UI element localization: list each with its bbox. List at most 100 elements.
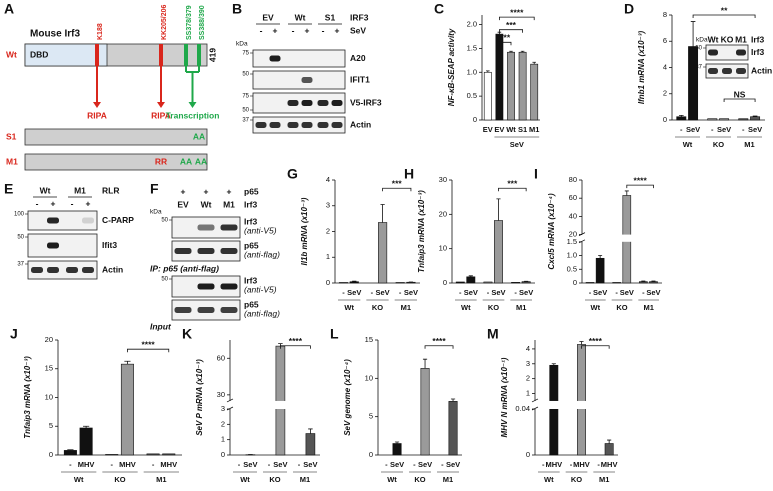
x-tick-label: - [487, 288, 490, 297]
y-tick-label: 0 [326, 278, 330, 287]
error-bar [532, 61, 536, 65]
significance-bracket [692, 14, 756, 18]
bar [639, 281, 648, 284]
error-bar [624, 190, 629, 196]
row-note: (anti-V5) [244, 284, 277, 294]
panel-letter: A [4, 1, 14, 17]
block-label: IP: p65 (anti-flag) [150, 263, 219, 273]
significance-bracket [499, 41, 512, 46]
group-label: KO [114, 475, 125, 484]
y-tick-label: 0.5 [567, 264, 577, 273]
blot-band [220, 307, 238, 313]
function-label: RIPA [151, 110, 171, 120]
bar [120, 363, 134, 456]
kda-marker: 50 [242, 108, 249, 114]
blot-band [47, 242, 59, 249]
row-note: (anti-flag) [244, 308, 280, 318]
treatment-label: + [227, 186, 232, 196]
x-tick-label: - [413, 460, 416, 469]
x-tick-label: - [742, 125, 745, 134]
significance-label: **** [589, 336, 603, 346]
blot-band [301, 100, 313, 106]
y-tick-label: 4 [326, 175, 330, 184]
group-label: KO [616, 303, 627, 312]
blot-band [269, 122, 281, 128]
blot-band [66, 267, 78, 273]
function-label: RIPA [87, 110, 107, 120]
x-tick-label: SeV [748, 125, 762, 134]
significance-bracket [723, 98, 756, 102]
error-bar [651, 280, 656, 282]
y-tick-label: 60 [569, 193, 577, 202]
bar [719, 118, 730, 121]
significance-bracket [499, 16, 535, 21]
panel-letter: D [624, 1, 634, 17]
y-tick-label: 8 [663, 10, 667, 19]
blot-band [269, 55, 281, 62]
treatment-label: - [260, 25, 263, 35]
row-label: Irf3 [244, 275, 258, 285]
panel-letter: G [287, 166, 298, 182]
blot-band [287, 122, 299, 128]
kda-marker: 50 [161, 277, 168, 283]
group-label: M1 [300, 475, 310, 484]
x-tick-label: MHV [119, 460, 136, 469]
x-tick-label: - [514, 288, 517, 297]
treatment-label: - [36, 198, 39, 208]
blot-band [82, 267, 94, 273]
group-label: Wt [74, 475, 84, 484]
y-tick-label: 60 [217, 353, 225, 362]
bar [395, 282, 405, 284]
treatment-label: + [51, 198, 56, 208]
kda-marker: 100 [14, 212, 25, 218]
dbd-domain [24, 43, 108, 67]
blot-band [174, 248, 192, 254]
mutation-label: AA [195, 156, 207, 166]
y-tick-label: 1 [526, 389, 530, 398]
error-bar [380, 204, 385, 223]
significance-bracket [382, 187, 412, 192]
kda-marker: 50 [695, 46, 702, 52]
y-tick-label: 10 [365, 373, 373, 382]
lane-title: Irf3 [751, 34, 765, 44]
significance-label: **** [289, 336, 303, 346]
bar [750, 116, 761, 121]
significance-label: *** [506, 20, 517, 30]
y-tick-label: 15 [365, 335, 373, 344]
error-bar [579, 341, 584, 345]
bar [495, 33, 504, 121]
y-tick-label: 10 [45, 392, 53, 401]
y-axis-label: SeV genome (x10⁻⁴) [343, 359, 352, 436]
significance-label: *** [507, 178, 518, 188]
error-bar [752, 115, 758, 117]
blot-band [317, 122, 329, 128]
bar [649, 281, 658, 284]
site-label: KK205/206 [161, 4, 168, 40]
y-axis-label: Ifnb1 mRNA (x10⁻³) [637, 31, 646, 105]
panel-letter: H [404, 166, 414, 182]
bar [518, 51, 527, 121]
blot-band [708, 49, 718, 56]
rule [531, 398, 539, 403]
y-tick-label: 10 [439, 244, 447, 253]
y-tick-label: 5 [49, 421, 53, 430]
row-label: p65 [244, 240, 259, 250]
row-label: IFIT1 [350, 74, 370, 84]
group-label: KO [372, 303, 383, 312]
x-tick-label: SeV [418, 460, 432, 469]
significance-bracket [498, 187, 527, 192]
y-tick-label: 2 [663, 89, 667, 98]
y-tick-label: 80 [569, 175, 577, 184]
significance-label: ** [721, 5, 728, 15]
lane-label: EV [177, 199, 189, 209]
group-label: M1 [643, 303, 653, 312]
error-bar [450, 398, 456, 402]
y-tick-label: 15 [45, 364, 53, 373]
lane-label: EV [262, 12, 274, 22]
protein-bar [24, 153, 208, 171]
lane-label: KO [721, 34, 734, 44]
lane-label: Wt [708, 34, 719, 44]
x-tick-label: SeV [404, 288, 418, 297]
error-bar [308, 428, 313, 434]
